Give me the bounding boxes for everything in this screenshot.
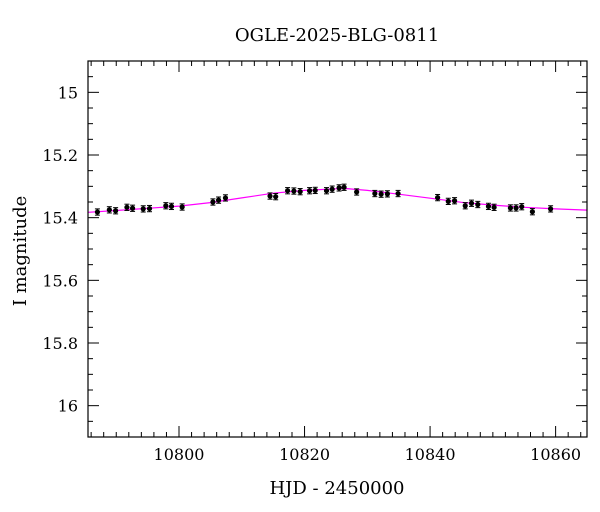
y-tick-label: 15 [58,83,78,102]
y-tick-label: 16 [58,397,78,416]
data-point [384,191,390,197]
x-tick-label: 10860 [530,445,581,464]
data-point [529,209,535,215]
data-point [519,204,525,210]
data-point [267,193,273,199]
data-point [291,188,297,194]
data-point [507,205,514,211]
data-point [215,197,222,203]
data-point [485,203,492,209]
data-point [168,203,175,209]
plot-frame [87,60,588,438]
data-point [468,200,475,206]
y-tick-label: 15.6 [42,271,78,290]
data-point [462,203,468,209]
data-point [94,209,101,215]
data-point [140,206,146,212]
x-tick-label: 10820 [279,445,330,464]
data-point [179,204,185,210]
data-point [297,189,303,195]
chart-title: OGLE-2025-BLG-0811 [235,25,439,46]
data-point [129,205,136,211]
data-point [323,188,330,194]
data-point [273,194,279,200]
x-tick-label: 10840 [405,445,456,464]
data-point [285,188,291,194]
data-point [372,190,378,197]
data-point [513,205,519,211]
data-point [210,199,216,205]
data-point [113,208,119,214]
data-point [395,190,401,197]
x-axis-label: HJD - 2450000 [269,478,404,499]
data-point [445,198,451,204]
data-point [222,195,229,201]
plot-marks [87,183,588,216]
data-point [378,191,384,197]
y-tick-label: 15.8 [42,334,78,353]
data-point [341,184,347,190]
axis-ticks [88,60,587,438]
data-point [451,198,458,204]
x-tick-label: 10800 [154,445,205,464]
data-point [146,205,153,212]
data-point [475,201,481,208]
y-tick-label: 15.2 [42,146,78,165]
data-point [312,187,318,194]
data-point [354,189,360,195]
data-point [491,204,497,210]
data-point [106,207,112,213]
data-point [336,185,342,191]
data-point [435,195,441,201]
y-axis-label: I magnitude [10,196,31,307]
data-point [329,186,335,192]
y-tick-label: 15.4 [42,209,78,228]
data-point [124,204,130,210]
data-point [163,203,169,209]
axis-tick-labels: 10800 10820 10840 10860 15 15.2 15.4 15.6 15.8 16 [42,83,581,464]
data-point [306,188,313,194]
data-point [547,206,554,212]
